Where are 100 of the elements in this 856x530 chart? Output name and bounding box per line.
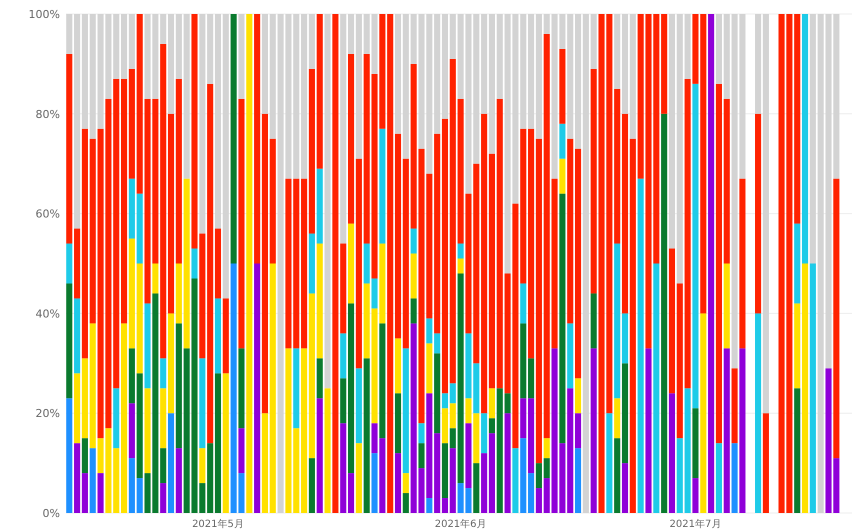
bar: [308, 14, 315, 69]
bar: [590, 293, 597, 348]
bar: [700, 313, 706, 513]
bar: [410, 298, 417, 324]
bar: [308, 458, 315, 513]
x-tick-label: 2021年7月: [670, 518, 722, 530]
bar: [74, 443, 80, 513]
bar: [622, 363, 628, 464]
bar: [364, 358, 370, 513]
bar: [168, 114, 174, 314]
bar: [176, 448, 182, 513]
bar: [168, 413, 174, 513]
bar: [316, 358, 323, 398]
bar: [574, 378, 582, 414]
y-tick-label: 20%: [36, 407, 60, 420]
bar: [82, 438, 88, 474]
bar: [230, 14, 237, 264]
bar: [293, 348, 300, 428]
bar: [66, 244, 72, 284]
bar: [724, 264, 730, 348]
bar: [708, 14, 714, 513]
bar: [458, 258, 464, 274]
bar: [402, 348, 409, 474]
bar: [590, 68, 597, 294]
bar: [645, 14, 652, 348]
bar: [426, 498, 432, 513]
bar: [254, 264, 260, 513]
bar: [402, 473, 409, 494]
bar: [614, 438, 620, 513]
bar: [426, 343, 432, 394]
bar: [394, 393, 402, 454]
bar: [90, 448, 96, 513]
bar: [810, 264, 816, 513]
y-tick-label: 0%: [42, 507, 60, 520]
bar: [716, 443, 722, 513]
bar: [622, 463, 628, 513]
bar: [160, 388, 166, 448]
bar: [379, 438, 386, 513]
bar: [371, 423, 378, 454]
bar: [144, 388, 151, 474]
bar: [410, 254, 417, 298]
bar: [238, 428, 245, 474]
bar: [465, 488, 472, 513]
bar: [473, 463, 480, 513]
bar: [191, 14, 198, 249]
bar: [410, 323, 417, 513]
bar: [755, 14, 762, 114]
bar: [418, 148, 425, 424]
bar: [214, 298, 222, 374]
bar: [544, 438, 550, 458]
bar: [653, 264, 660, 513]
bar: [778, 14, 785, 513]
bar: [214, 373, 222, 513]
bar: [238, 348, 245, 428]
bar: [222, 14, 229, 298]
bar: [614, 398, 620, 438]
bar: [512, 448, 518, 513]
bar: [128, 403, 135, 458]
bar: [755, 114, 762, 314]
bar: [128, 14, 135, 69]
bar: [238, 98, 245, 348]
bar: [160, 483, 166, 513]
y-tick-label: 60%: [36, 208, 60, 221]
bar: [442, 498, 448, 513]
bar: [739, 178, 746, 348]
bar: [504, 413, 511, 513]
bar: [394, 14, 402, 134]
bar: [238, 473, 245, 513]
bar: [645, 348, 652, 513]
bar: [379, 244, 386, 324]
bar: [450, 383, 456, 404]
bar: [356, 368, 362, 444]
bar: [590, 348, 597, 513]
bar: [450, 403, 456, 428]
bar: [168, 14, 174, 114]
bar: [191, 278, 198, 513]
bar: [371, 453, 378, 513]
bar: [614, 14, 620, 89]
bar: [559, 194, 566, 444]
y-tick-label: 40%: [36, 307, 60, 320]
bar: [246, 14, 252, 513]
bar: [402, 493, 409, 513]
bar: [833, 458, 840, 513]
bar: [199, 448, 206, 484]
bar: [191, 248, 198, 278]
bar: [520, 283, 526, 324]
bar: [481, 453, 488, 513]
bar: [82, 473, 88, 513]
bar: [732, 368, 738, 444]
bar: [825, 14, 832, 368]
bar: [222, 298, 229, 374]
bar: [379, 128, 386, 244]
bar: [418, 423, 425, 444]
y-tick-label: 80%: [36, 108, 60, 121]
bar: [488, 388, 495, 418]
bar: [214, 228, 222, 298]
bar: [638, 178, 644, 513]
bar: [238, 14, 245, 99]
bar: [465, 423, 472, 488]
bar: [739, 14, 746, 179]
